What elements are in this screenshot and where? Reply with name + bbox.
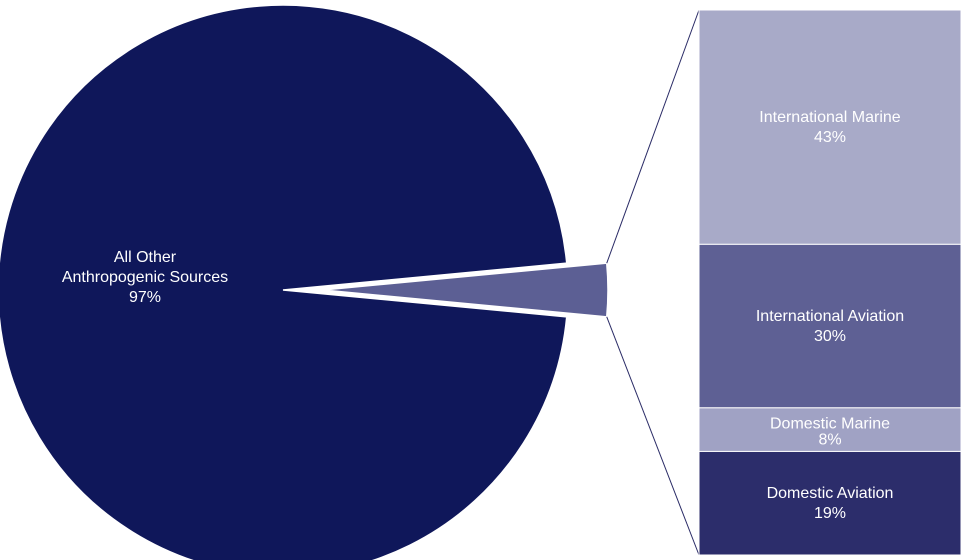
breakdown-bar <box>698 9 962 556</box>
segment-label-domestic-marine: Domestic Marine <box>770 416 890 433</box>
segment-label-international-marine: International Marine <box>759 109 901 126</box>
connector-line-bottom <box>606 316 700 556</box>
segment-value-international-aviation: 30% <box>814 328 846 345</box>
connector-lines <box>606 9 700 556</box>
pie <box>0 4 609 560</box>
segment-value-domestic-marine: 8% <box>818 432 841 449</box>
bar-segment-international-marine <box>698 9 962 245</box>
pie-slice-transport-share <box>322 262 609 318</box>
bar-segment-international-aviation <box>698 243 962 409</box>
pie-label-line: Anthropogenic Sources <box>62 269 228 286</box>
segment-label-international-aviation: International Aviation <box>756 308 904 325</box>
pie-label-line: All Other <box>114 249 177 266</box>
segment-label-domestic-aviation: Domestic Aviation <box>767 485 894 502</box>
pie-slice-all-other-anthropogenic-sources <box>0 4 568 560</box>
bar-segment-domestic-marine <box>698 407 962 452</box>
segment-value-international-marine: 43% <box>814 129 846 146</box>
bar-segment-domestic-aviation <box>698 450 962 556</box>
pie-value-label: 97% <box>129 289 161 306</box>
segment-value-domestic-aviation: 19% <box>814 505 846 522</box>
labels: All Other Anthropogenic Sources 97% Interna… <box>62 109 904 522</box>
connector-line-top <box>606 9 700 264</box>
